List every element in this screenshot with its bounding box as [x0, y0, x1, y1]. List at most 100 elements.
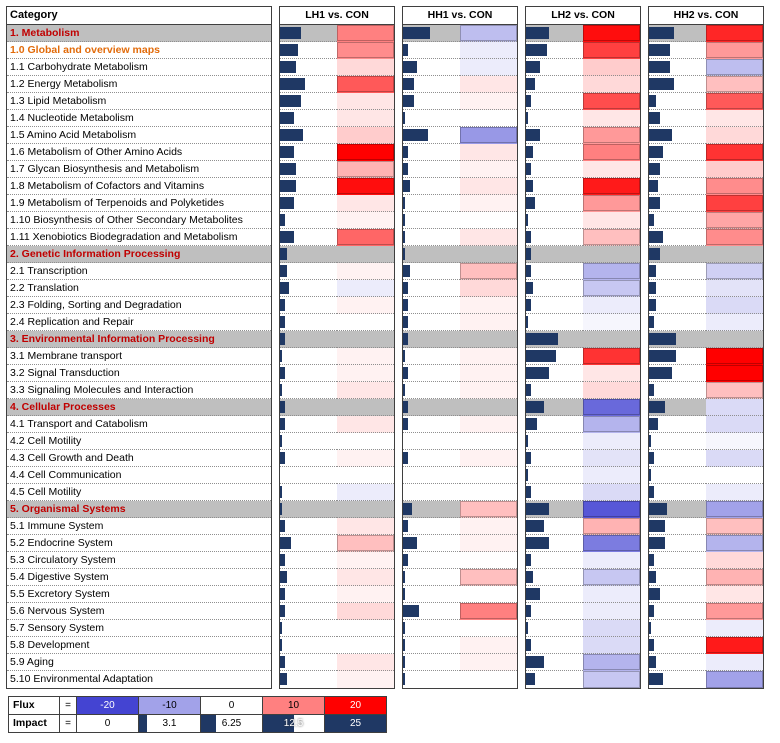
heatmap-row [403, 586, 517, 603]
flux-cell [460, 467, 517, 484]
impact-bar [649, 418, 659, 430]
flux-cell [706, 552, 763, 569]
row-label: 5. Organismal Systems [7, 501, 271, 518]
impact-legend-label: Impact [8, 714, 60, 733]
heatmap-row [280, 671, 394, 688]
impact-bar [649, 214, 654, 226]
impact-cell [403, 144, 460, 161]
heatmap-row [280, 382, 394, 399]
flux-cell [706, 246, 763, 263]
impact-bar [280, 333, 285, 345]
flux-cell [337, 552, 394, 569]
impact-bar [403, 452, 408, 464]
heatmap-row [526, 416, 640, 433]
impact-legend-value: 12.5 [283, 718, 304, 729]
impact-cell [280, 246, 337, 263]
impact-bar [280, 656, 285, 668]
flux-cell [460, 365, 517, 382]
heatmap-row [403, 569, 517, 586]
impact-cell [649, 620, 706, 637]
impact-cell [403, 603, 460, 620]
flux-cell [706, 603, 763, 620]
impact-cell [649, 603, 706, 620]
row-label: 2. Genetic Information Processing [7, 246, 271, 263]
impact-cell [526, 263, 583, 280]
heatmap-row [280, 331, 394, 348]
impact-bar [403, 197, 406, 209]
impact-cell [649, 144, 706, 161]
impact-bar [649, 78, 675, 90]
impact-bar [649, 401, 665, 413]
flux-cell [337, 365, 394, 382]
impact-cell [649, 637, 706, 654]
impact-bar [403, 163, 408, 175]
heatmap-row [526, 399, 640, 416]
heatmap-row [649, 161, 763, 178]
impact-bar [403, 299, 408, 311]
flux-cell [583, 144, 640, 161]
flux-cell [583, 25, 640, 42]
impact-cell [649, 535, 706, 552]
heatmap-row [403, 399, 517, 416]
heatmap-row [649, 93, 763, 110]
flux-cell [706, 484, 763, 501]
heatmap-row [649, 569, 763, 586]
heatmap-row [403, 467, 517, 484]
heatmap-row [403, 382, 517, 399]
impact-bar [649, 588, 661, 600]
heatmap-row [526, 144, 640, 161]
impact-legend-equals: = [59, 714, 77, 733]
impact-cell [526, 535, 583, 552]
heatmap-row [526, 110, 640, 127]
impact-bar [403, 571, 406, 583]
impact-bar [403, 333, 408, 345]
impact-cell [526, 348, 583, 365]
impact-cell [649, 229, 706, 246]
row-label: 4.3 Cell Growth and Death [7, 450, 271, 467]
flux-cell [460, 110, 517, 127]
impact-bar [526, 214, 529, 226]
impact-bar [649, 282, 656, 294]
impact-cell [526, 467, 583, 484]
impact-bar [403, 27, 431, 39]
heatmap-row [526, 331, 640, 348]
impact-cell [649, 399, 706, 416]
impact-bar [526, 350, 556, 362]
heatmap-row [280, 637, 394, 654]
impact-cell [403, 637, 460, 654]
impact-legend-swatch: 25 [324, 714, 387, 733]
impact-bar [649, 605, 654, 617]
impact-cell [526, 212, 583, 229]
heatmap-row [280, 212, 394, 229]
heatmap-row [649, 297, 763, 314]
flux-cell [583, 314, 640, 331]
flux-cell [706, 93, 763, 110]
row-label: 4.4 Cell Communication [7, 467, 271, 484]
heatmap-row [280, 76, 394, 93]
heatmap-row [280, 518, 394, 535]
flux-legend-value: 10 [287, 700, 300, 711]
impact-bar [526, 486, 531, 498]
heatmap-row [649, 280, 763, 297]
row-label: 1.1 Carbohydrate Metabolism [7, 59, 271, 76]
impact-cell [403, 654, 460, 671]
heatmap-row [403, 331, 517, 348]
flux-cell [706, 382, 763, 399]
impact-bar [403, 537, 417, 549]
heatmap-row [280, 297, 394, 314]
impact-cell [649, 76, 706, 93]
heatmap-row [280, 280, 394, 297]
impact-bar [526, 571, 533, 583]
impact-cell [649, 93, 706, 110]
impact-cell [280, 42, 337, 59]
heatmap-row [526, 161, 640, 178]
row-label: 5.10 Environmental Adaptation [10, 673, 154, 685]
row-label: 4.2 Cell Motility [7, 433, 271, 450]
flux-legend-equals: = [59, 696, 77, 715]
impact-bar [280, 61, 296, 73]
impact-legend-value: 25 [349, 718, 362, 729]
heatmap-row [649, 501, 763, 518]
impact-bar [649, 163, 661, 175]
impact-cell [649, 433, 706, 450]
impact-bar [526, 452, 531, 464]
